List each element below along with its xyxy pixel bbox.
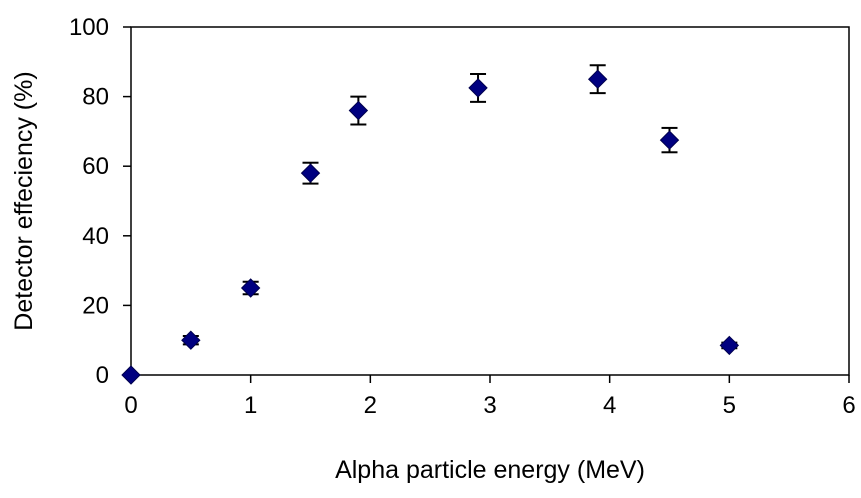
x-tick-label: 3: [483, 392, 496, 419]
plot-area: [130, 26, 850, 376]
data-point: [300, 163, 321, 183]
y-tick-label: 40: [82, 223, 109, 250]
data-point: [348, 100, 369, 121]
data-point: [181, 330, 201, 350]
x-tick-label: 2: [364, 392, 377, 419]
x-tick-label: 4: [603, 392, 616, 419]
y-tick-label: 80: [82, 84, 109, 111]
y-tick-label: 60: [82, 153, 109, 180]
data-point: [468, 78, 488, 98]
x-axis: 0 1 2 3 4 5 6: [124, 375, 856, 419]
data-points: [121, 69, 740, 385]
x-tick-label: 0: [124, 392, 137, 419]
data-point: [719, 335, 740, 356]
y-axis: 0 20 40 60 80 100: [69, 14, 131, 389]
data-point: [587, 69, 608, 89]
y-tick-label: 20: [82, 292, 109, 319]
data-point: [240, 278, 261, 298]
x-tick-label: 1: [244, 392, 257, 419]
x-tick-label: 6: [842, 392, 855, 419]
data-point: [659, 130, 680, 150]
y-tick-label: 0: [96, 362, 109, 389]
y-axis-title: Detector effeciency (%): [10, 71, 38, 330]
x-axis-title: Alpha particle energy (MeV): [335, 456, 645, 484]
x-tick-label: 5: [723, 392, 736, 419]
data-point: [121, 365, 141, 385]
y-tick-label: 100: [69, 14, 109, 41]
